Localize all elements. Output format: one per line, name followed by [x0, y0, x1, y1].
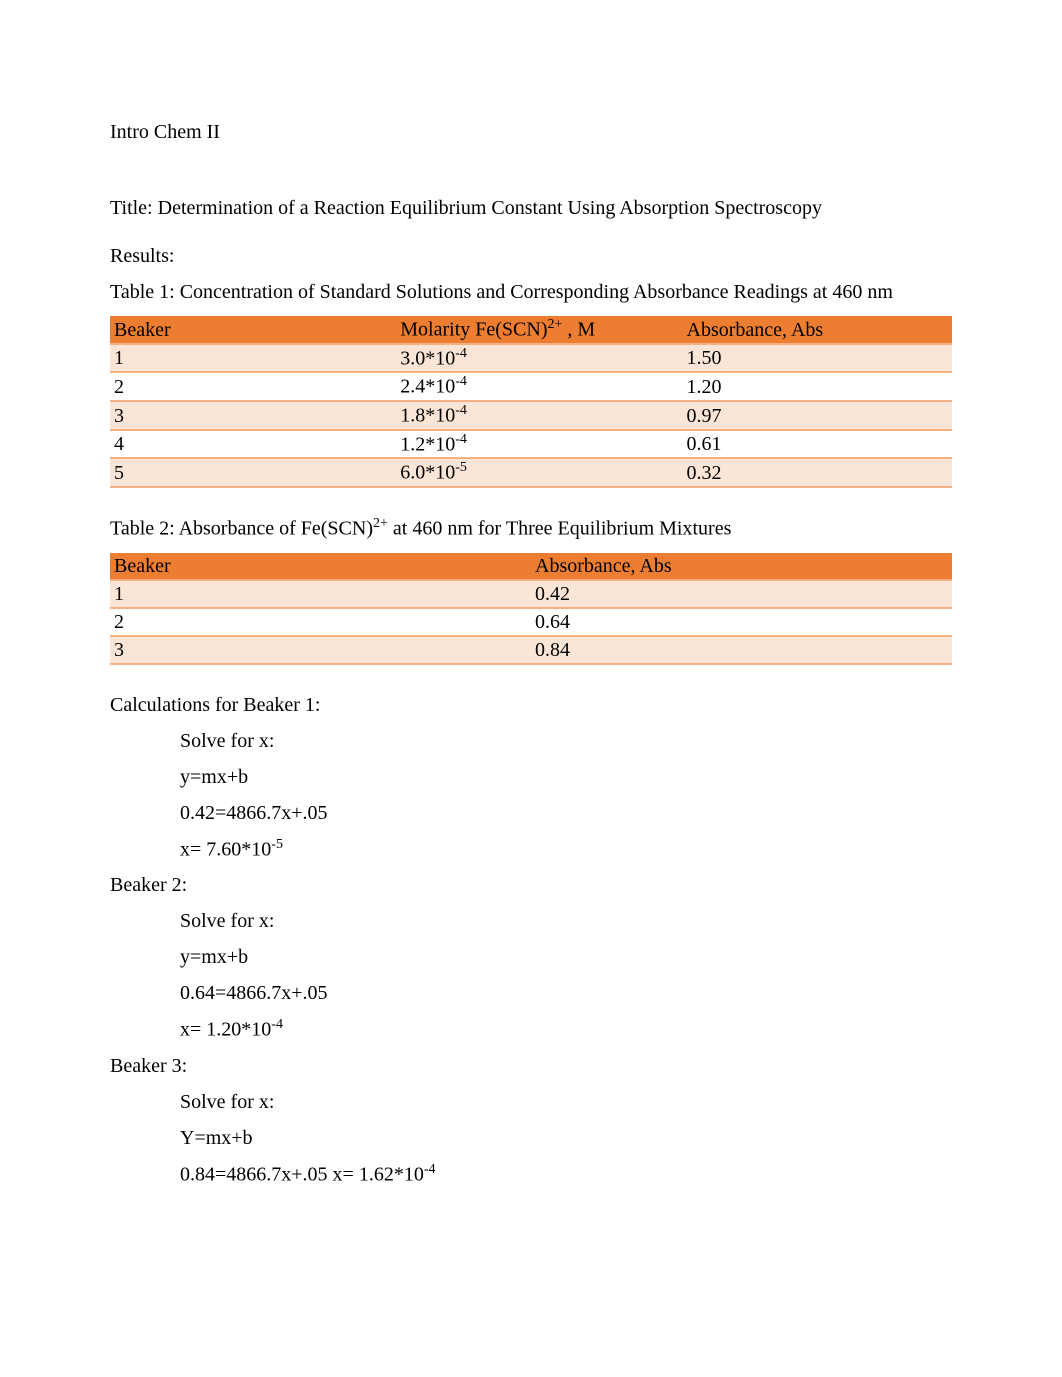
t2-cap-a: Table 2: Absorbance of Fe(SCN)	[110, 518, 373, 540]
table-row: 1 0.42	[110, 580, 952, 608]
table-row: 4 1.2*10-4 0.61	[110, 430, 952, 459]
results-label: Results:	[110, 244, 952, 268]
t2-r0-beaker: 1	[110, 580, 531, 608]
calc-b2-solve: Solve for x:	[180, 909, 952, 933]
course-line: Intro Chem II	[110, 120, 952, 144]
t1-r0-molar: 3.0*10-4	[396, 344, 682, 373]
t1-h-beaker: Beaker	[110, 316, 396, 344]
calc-b3-eq: 0.84=4866.7x+.05 x= 1.62*10-4	[180, 1162, 952, 1187]
t2-h-beaker: Beaker	[110, 553, 531, 580]
t1-h-molarity-base: Molarity Fe(SCN)	[400, 319, 547, 341]
t2-r0-abs: 0.42	[531, 580, 952, 608]
table1-caption: Table 1: Concentration of Standard Solut…	[110, 280, 952, 304]
t1-r0-beaker: 1	[110, 344, 396, 373]
t1-h-molarity: Molarity Fe(SCN)2+ , M	[396, 316, 682, 344]
t1-r2-molar: 1.8*10-4	[396, 401, 682, 430]
calc-b2-title: Beaker 2:	[110, 873, 952, 897]
calc-b1-solve: Solve for x:	[180, 729, 952, 753]
t1-h-molarity-sup: 2+	[547, 317, 562, 332]
calc-b3-title: Beaker 3:	[110, 1054, 952, 1078]
t2-r2-beaker: 3	[110, 636, 531, 664]
title-label: Title:	[110, 197, 153, 219]
table-row: 1 3.0*10-4 1.50	[110, 344, 952, 373]
calc-b3-solve: Solve for x:	[180, 1090, 952, 1114]
table-row: 2 0.64	[110, 608, 952, 636]
t2-cap-sup: 2+	[373, 516, 388, 531]
t1-r2-abs: 0.97	[683, 401, 952, 430]
calc-b2-x: x= 1.20*10-4	[180, 1017, 952, 1042]
t1-r4-abs: 0.32	[683, 458, 952, 487]
calc-b2-block: Solve for x: y=mx+b 0.64=4866.7x+.05 x= …	[180, 909, 952, 1042]
table-1: Beaker Molarity Fe(SCN)2+ , M Absorbance…	[110, 316, 952, 488]
calc-b2-eq: 0.64=4866.7x+.05	[180, 981, 952, 1005]
t1-r1-beaker: 2	[110, 372, 396, 401]
table-2-header-row: Beaker Absorbance, Abs	[110, 553, 952, 580]
t2-h-abs: Absorbance, Abs	[531, 553, 952, 580]
title-line: Title: Determination of a Reaction Equil…	[110, 196, 952, 220]
calc-b1-title: Calculations for Beaker 1:	[110, 693, 952, 717]
table-2: Beaker Absorbance, Abs 1 0.42 2 0.64 3 0…	[110, 553, 952, 665]
table-row: 2 2.4*10-4 1.20	[110, 372, 952, 401]
title-text: Determination of a Reaction Equilibrium …	[158, 197, 822, 219]
t1-h-molarity-tail: , M	[562, 319, 595, 341]
t1-r3-beaker: 4	[110, 430, 396, 459]
t1-h-abs: Absorbance, Abs	[683, 316, 952, 344]
t1-r1-molar: 2.4*10-4	[396, 372, 682, 401]
calc-b1-block: Solve for x: y=mx+b 0.42=4866.7x+.05 x= …	[180, 729, 952, 862]
t1-r4-beaker: 5	[110, 458, 396, 487]
t1-r0-abs: 1.50	[683, 344, 952, 373]
t1-r1-abs: 1.20	[683, 372, 952, 401]
t1-r3-abs: 0.61	[683, 430, 952, 459]
table-row: 5 6.0*10-5 0.32	[110, 458, 952, 487]
t1-r2-beaker: 3	[110, 401, 396, 430]
table-row: 3 1.8*10-4 0.97	[110, 401, 952, 430]
table2-caption: Table 2: Absorbance of Fe(SCN)2+ at 460 …	[110, 516, 952, 541]
table-row: 3 0.84	[110, 636, 952, 664]
document-page: Intro Chem II Title: Determination of a …	[0, 0, 1062, 1377]
t1-r4-molar: 6.0*10-5	[396, 458, 682, 487]
calc-b1-eqy: y=mx+b	[180, 765, 952, 789]
table-1-header-row: Beaker Molarity Fe(SCN)2+ , M Absorbance…	[110, 316, 952, 344]
t2-r1-beaker: 2	[110, 608, 531, 636]
t2-r1-abs: 0.64	[531, 608, 952, 636]
calc-b2-eqy: y=mx+b	[180, 945, 952, 969]
calc-b3-eqY: Y=mx+b	[180, 1126, 952, 1150]
t2-cap-b: at 460 nm for Three Equilibrium Mixtures	[388, 518, 731, 540]
calc-b3-block: Solve for x: Y=mx+b 0.84=4866.7x+.05 x= …	[180, 1090, 952, 1187]
calc-b1-x: x= 7.60*10-5	[180, 837, 952, 862]
t2-r2-abs: 0.84	[531, 636, 952, 664]
t1-r3-molar: 1.2*10-4	[396, 430, 682, 459]
calc-b1-eq: 0.42=4866.7x+.05	[180, 801, 952, 825]
